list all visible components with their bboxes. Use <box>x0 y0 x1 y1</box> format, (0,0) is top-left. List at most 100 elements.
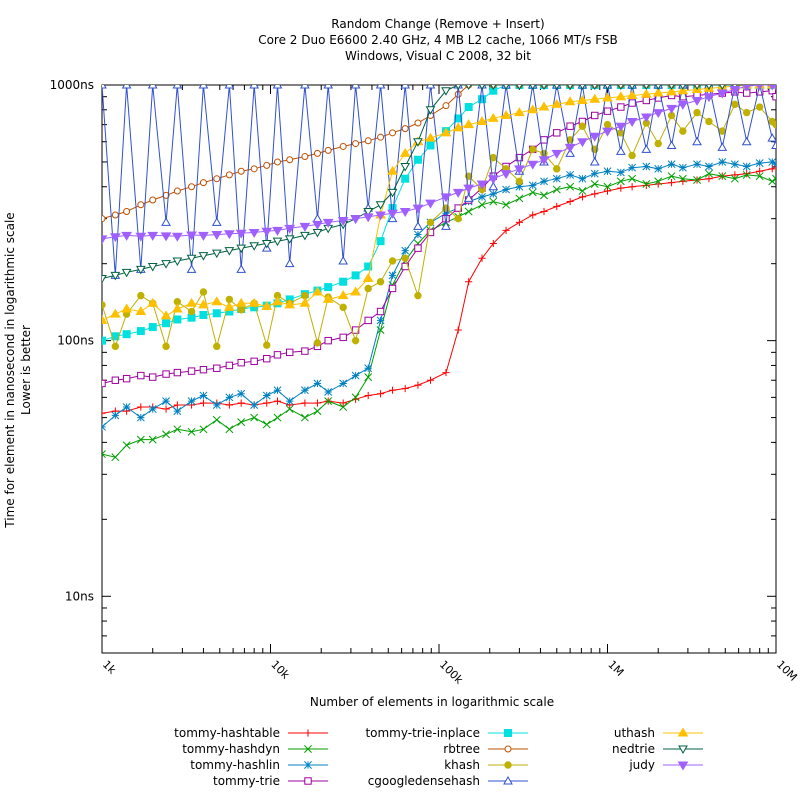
data-point-tommy-trie-inplace <box>364 262 373 271</box>
data-point-tommy-hashlin <box>111 411 120 420</box>
data-point-tommy-trie <box>553 129 561 137</box>
data-point-tommy-trie-inplace <box>464 103 473 112</box>
data-point-tommy-trie <box>273 351 282 359</box>
data-point-khash <box>603 120 612 129</box>
data-point-cgoogledensehash <box>300 85 310 89</box>
data-point-tommy-trie <box>122 374 131 383</box>
data-point-uthash <box>350 286 362 296</box>
data-point-khash <box>718 127 726 135</box>
data-point-judy <box>235 229 247 239</box>
data-point-tommy-trie <box>237 358 245 367</box>
data-point-tommy-hashdyn <box>566 182 575 191</box>
data-point-tommy-hashdyn <box>111 453 120 462</box>
data-point-judy <box>476 180 488 190</box>
data-point-tommy-hashtable <box>273 397 282 405</box>
data-point-nedtrie <box>186 254 197 264</box>
data-point-tommy-trie-inplace <box>324 283 333 292</box>
data-point-judy <box>337 217 349 227</box>
legend-label: tommy-trie <box>213 774 280 788</box>
data-point-tommy-hashdyn <box>351 393 360 402</box>
data-point-tommy-hashdyn <box>772 174 776 183</box>
data-point-tommy-hashlin <box>262 391 271 400</box>
data-point-cgoogledensehash <box>224 85 235 89</box>
data-point-cgoogledensehash <box>425 85 436 89</box>
data-point-tommy-hashlin <box>102 422 106 431</box>
data-point-tommy-hashdyn <box>693 176 702 184</box>
legend-item-tommy-hashlin: tommy-hashlin <box>190 758 328 772</box>
data-point-tommy-hashtable <box>603 187 612 195</box>
legend-label: tommy-hashdyn <box>182 742 280 756</box>
data-point-khash <box>111 342 120 351</box>
data-point-uthash <box>284 299 296 309</box>
data-point-uthash <box>476 116 488 125</box>
data-point-tommy-hashlin <box>148 405 157 414</box>
data-point-khash <box>679 127 687 135</box>
data-point-cgoogledensehash <box>463 193 474 202</box>
data-point-tommy-hashlin <box>489 189 498 198</box>
data-point-tommy-hashlin <box>768 158 776 166</box>
legend-label: khash <box>444 758 480 772</box>
data-point-uthash <box>452 122 464 132</box>
data-point-tommy-hashlin <box>187 397 196 406</box>
data-point-uthash <box>198 299 209 309</box>
data-point-nedtrie <box>655 85 662 91</box>
data-point-nedtrie <box>617 85 624 91</box>
data-point-khash <box>351 336 360 345</box>
data-point-khash <box>199 288 208 296</box>
data-point-tommy-hashlin <box>300 386 309 395</box>
data-point-tommy-hashdyn <box>590 180 599 188</box>
data-point-nedtrie <box>249 242 260 251</box>
data-point-judy <box>463 184 475 194</box>
data-point-khash <box>566 136 574 144</box>
data-point-tommy-trie <box>591 111 599 120</box>
data-point-tommy-trie <box>149 373 157 381</box>
data-point-uthash <box>362 273 374 283</box>
data-point-judy <box>121 231 133 241</box>
data-point-khash <box>213 342 221 351</box>
data-point-rbtree <box>213 175 221 183</box>
data-point-tommy-hashtable <box>465 278 473 286</box>
data-point-judy <box>538 156 550 166</box>
data-point-judy <box>640 113 652 123</box>
data-point-tommy-hashdyn <box>273 413 282 422</box>
data-point-tommy-trie-inplace <box>102 336 106 345</box>
data-point-cgoogledensehash <box>102 85 107 89</box>
data-point-tommy-hashdyn <box>704 169 713 178</box>
y-axis-label: Time for element in nanosecond in logari… <box>3 212 33 528</box>
data-point-tommy-trie <box>250 357 258 366</box>
y-axis-label-line: Lower is better <box>19 325 33 415</box>
data-point-cgoogledensehash <box>615 146 626 155</box>
data-point-cgoogledensehash <box>589 156 600 166</box>
data-point-khash <box>755 103 764 111</box>
data-point-cgoogledensehash <box>172 85 183 89</box>
data-point-cgoogledensehash <box>186 264 197 273</box>
data-point-tommy-trie <box>515 153 524 162</box>
data-point-judy <box>691 96 703 106</box>
legend-label: tommy-hashtable <box>174 726 280 740</box>
data-point-tommy-hashtable <box>162 405 170 413</box>
data-point-judy <box>248 228 260 238</box>
data-point-tommy-hashlin <box>552 174 561 183</box>
data-point-uthash <box>425 132 436 142</box>
data-point-rbtree <box>250 165 258 173</box>
data-point-cgoogledensehash <box>771 140 776 149</box>
data-point-tommy-trie <box>285 348 294 357</box>
data-point-nedtrie <box>629 85 635 91</box>
data-point-tommy-hashdyn <box>376 326 385 335</box>
data-point-tommy-trie <box>642 96 651 105</box>
data-point-nedtrie <box>121 268 132 278</box>
data-point-nedtrie <box>490 85 497 91</box>
data-point-uthash <box>272 296 283 306</box>
data-point-judy <box>666 104 677 114</box>
data-point-nedtrie <box>643 85 650 91</box>
data-point-uthash <box>538 101 550 111</box>
data-point-tommy-hashtable <box>137 403 145 411</box>
data-point-rbtree <box>301 153 309 161</box>
x-tick-label: 1k <box>100 658 119 677</box>
data-point-khash <box>414 291 422 300</box>
data-point-tommy-hashlin <box>603 167 612 176</box>
data-point-tommy-hashlin <box>704 162 713 171</box>
y-tick-label: 10ns <box>65 589 94 603</box>
data-point-rbtree <box>199 179 207 187</box>
